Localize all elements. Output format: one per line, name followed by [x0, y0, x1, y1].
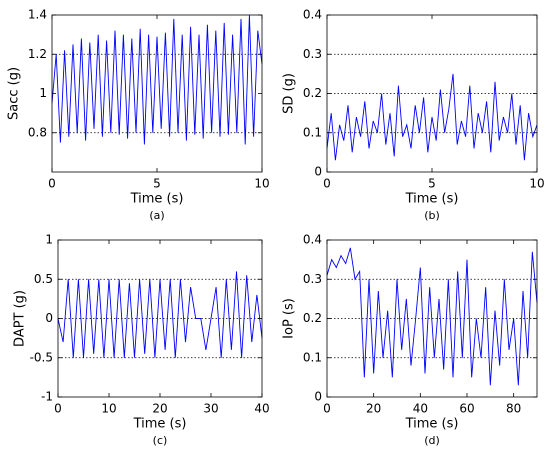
- data-line: [326, 73, 538, 161]
- y-tick-label: 1.4: [28, 8, 47, 22]
- y-axis-label: SD (g): [282, 73, 297, 114]
- y-tick-label: 0: [314, 390, 322, 404]
- y-tick-label: 1.2: [28, 47, 47, 61]
- x-tick-label: 40: [254, 402, 269, 416]
- caption: (c): [153, 434, 168, 447]
- y-tick-label: 0.4: [303, 233, 322, 247]
- y-tick-label: 1: [39, 86, 47, 100]
- x-tick-label: 80: [506, 402, 521, 416]
- y-tick-label: 0.2: [303, 311, 322, 325]
- data-line: [326, 247, 538, 386]
- caption: (a): [149, 209, 164, 222]
- y-tick-label: -0.5: [30, 350, 53, 364]
- y-tick-label: 0: [314, 165, 322, 179]
- x-tick-label: 10: [529, 177, 544, 191]
- x-tick-label: 40: [413, 402, 428, 416]
- x-tick-label: 0: [54, 402, 62, 416]
- data-line: [57, 271, 263, 358]
- x-tick-label: 20: [152, 402, 167, 416]
- x-tick-label: 20: [366, 402, 381, 416]
- y-axis-label: Sacc (g): [7, 67, 22, 120]
- y-tick-label: 0.1: [303, 350, 322, 364]
- x-tick-label: 5: [153, 177, 161, 191]
- subplot: 0 10 20 30 40 -1 -0.5 0 0.5 1 Time (s) DAPT (g) (c): [13, 233, 270, 448]
- y-tick-label: 0.3: [303, 47, 322, 61]
- data-line: [51, 14, 263, 145]
- x-tick-label: 30: [203, 402, 218, 416]
- x-tick-label: 5: [428, 177, 436, 191]
- y-tick-label: 0.1: [303, 125, 322, 139]
- x-tick-label: 10: [101, 402, 116, 416]
- y-tick-label: 0: [45, 311, 53, 325]
- y-axis-label: DAPT (g): [13, 290, 28, 347]
- y-tick-label: 0.3: [303, 272, 322, 286]
- x-axis-label: Time (s): [405, 417, 459, 432]
- subplot: 0 20 40 60 80 0 0.1 0.2 0.3 0.4 Time (s) IoP (s) (d): [282, 233, 538, 447]
- x-axis-label: Time (s): [133, 417, 187, 432]
- y-tick-label: 0.2: [303, 86, 322, 100]
- subplot: 0 5 10 0.8 1 1.2 1.4 Time (s) Sacc (g) (a): [7, 8, 270, 223]
- x-tick-label: 0: [323, 402, 331, 416]
- x-axis-label: Time (s): [130, 192, 184, 207]
- caption: (b): [424, 209, 440, 222]
- x-tick-label: 0: [48, 177, 56, 191]
- y-tick-label: 0.4: [303, 8, 322, 22]
- subplot: 0 5 10 0 0.1 0.2 0.3 0.4 Time (s) SD (g) (b): [282, 8, 545, 223]
- caption: (d): [424, 434, 440, 447]
- y-tick-label: 0.8: [28, 125, 47, 139]
- x-tick-label: 60: [459, 402, 474, 416]
- x-tick-label: 0: [323, 177, 331, 191]
- y-tick-label: -1: [41, 390, 53, 404]
- y-tick-label: 1: [45, 233, 53, 247]
- y-axis-label: IoP (s): [282, 298, 297, 339]
- x-tick-label: 10: [254, 177, 269, 191]
- x-axis-label: Time (s): [405, 192, 459, 207]
- y-tick-label: 0.5: [34, 272, 53, 286]
